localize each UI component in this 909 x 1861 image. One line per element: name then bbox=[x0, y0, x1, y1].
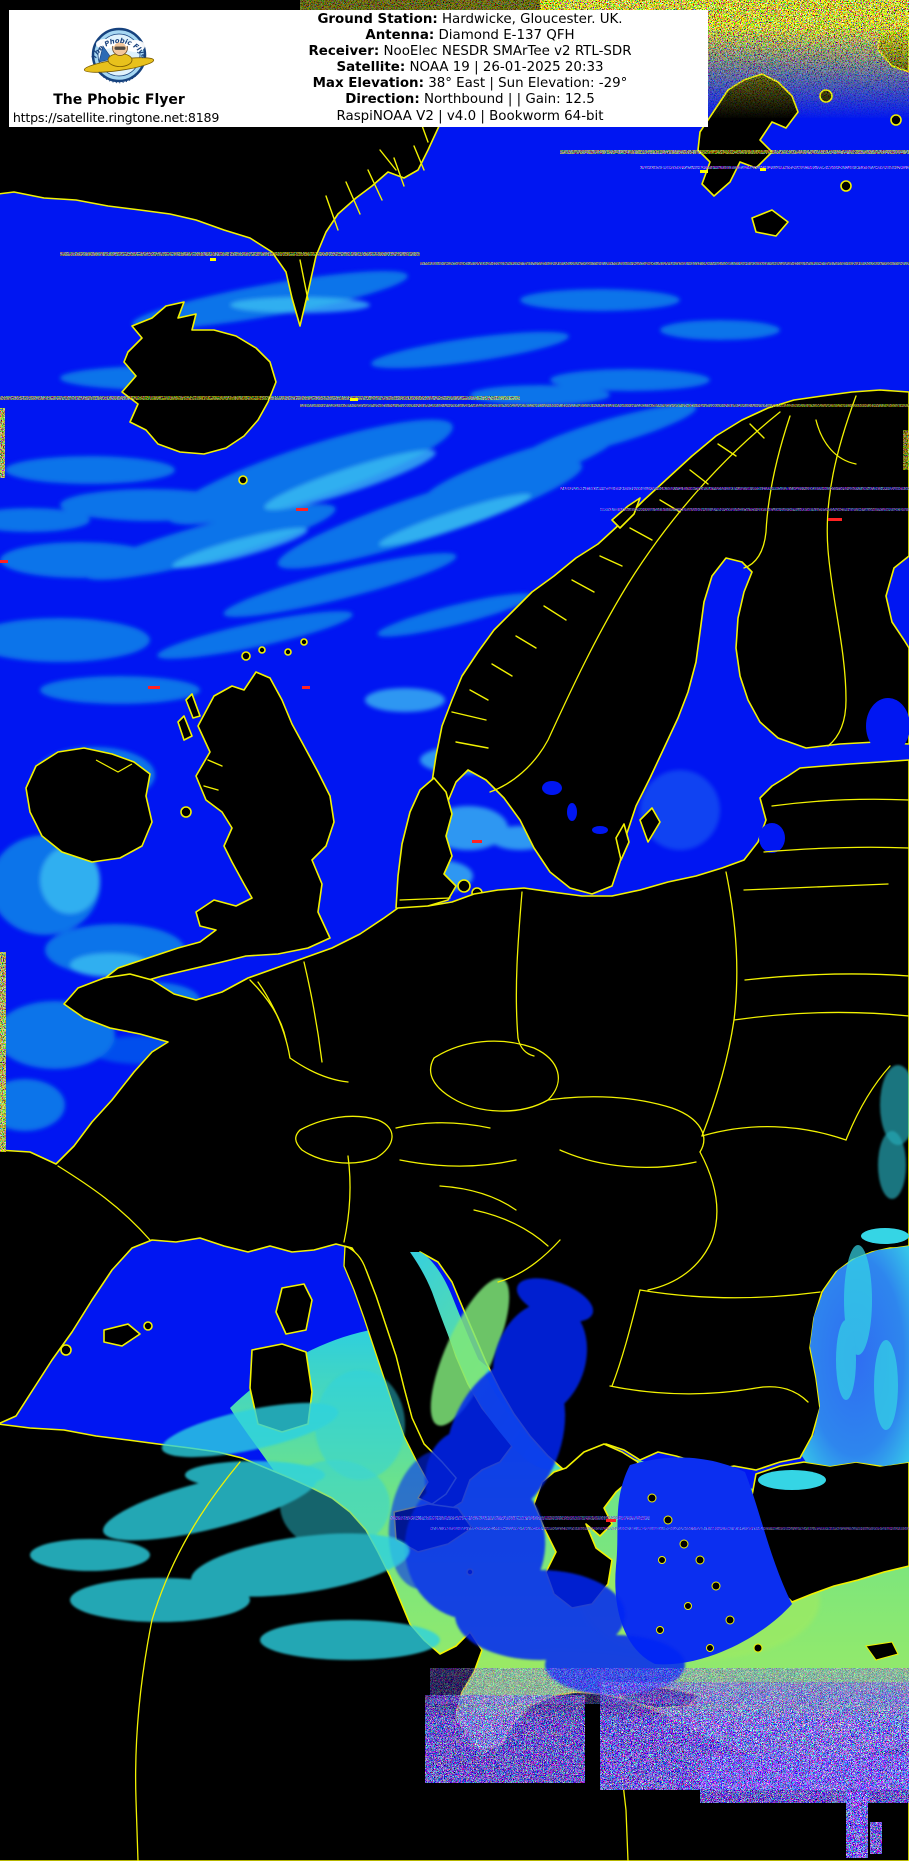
island-cyprus bbox=[865, 1641, 899, 1661]
land-denmark bbox=[395, 777, 457, 911]
island-faroe bbox=[238, 475, 248, 485]
info-line-direction: Direction: Northbound | | Gain: 12.5 bbox=[345, 92, 595, 108]
info-line-software: RaspiNOAA V2 | v4.0 | Bookworm 64-bit bbox=[336, 108, 604, 124]
island-oland bbox=[615, 823, 630, 861]
header-info-box: The Phobic Flyer The Phobic Flyer https:… bbox=[9, 10, 708, 127]
land-ireland bbox=[25, 747, 153, 863]
sea-adriatic bbox=[410, 1252, 560, 1470]
sea-marmara bbox=[758, 1470, 826, 1490]
sea-azov bbox=[861, 1228, 909, 1244]
borders-internal bbox=[57, 395, 909, 1861]
land-scandinavia bbox=[431, 389, 909, 895]
island-gotland bbox=[639, 807, 661, 843]
capture-info-block: Ground Station: Hardwicke, Gloucester. U… bbox=[232, 12, 708, 125]
brand-title: The Phobic Flyer bbox=[53, 92, 185, 108]
islands-aegean bbox=[647, 1493, 763, 1653]
speckle-rows bbox=[0, 150, 909, 1530]
fjord-lines bbox=[203, 119, 765, 791]
gulf-of-riga bbox=[759, 823, 785, 853]
clouds-mediterranean bbox=[30, 1065, 909, 1695]
lakes-sweden bbox=[542, 781, 608, 834]
brand-url[interactable]: https://satellite.ringtone.net:8189 bbox=[12, 110, 220, 125]
isle-of-man bbox=[180, 806, 192, 818]
lake-ladoga bbox=[866, 698, 909, 754]
sea-white-sea-inlet bbox=[888, 560, 909, 638]
logo-cloud bbox=[125, 40, 145, 52]
island-corsica bbox=[275, 1283, 313, 1335]
land-uk bbox=[99, 638, 335, 987]
inner-seas bbox=[30, 560, 909, 1695]
land-iceland bbox=[121, 301, 277, 455]
noise-bottom bbox=[425, 1668, 909, 1858]
islands-balearic bbox=[60, 1321, 153, 1356]
info-line-receiver: Receiver: NooElec NESDR SMArTee v2 RTL-S… bbox=[308, 44, 632, 60]
info-line-satellite: Satellite: NOAA 19 | 26-01-2025 20:33 bbox=[336, 60, 604, 76]
logo-cloud bbox=[96, 39, 114, 49]
phobic-flyer-logo: The Phobic Flyer bbox=[9, 10, 155, 84]
info-line-max-elevation: Max Elevation: 38° East | Sun Elevation:… bbox=[312, 76, 628, 92]
info-line-ground-station: Ground Station: Hardwicke, Gloucester. U… bbox=[317, 12, 623, 27]
info-line-antenna: Antenna: Diamond E-137 QFH bbox=[365, 28, 575, 44]
